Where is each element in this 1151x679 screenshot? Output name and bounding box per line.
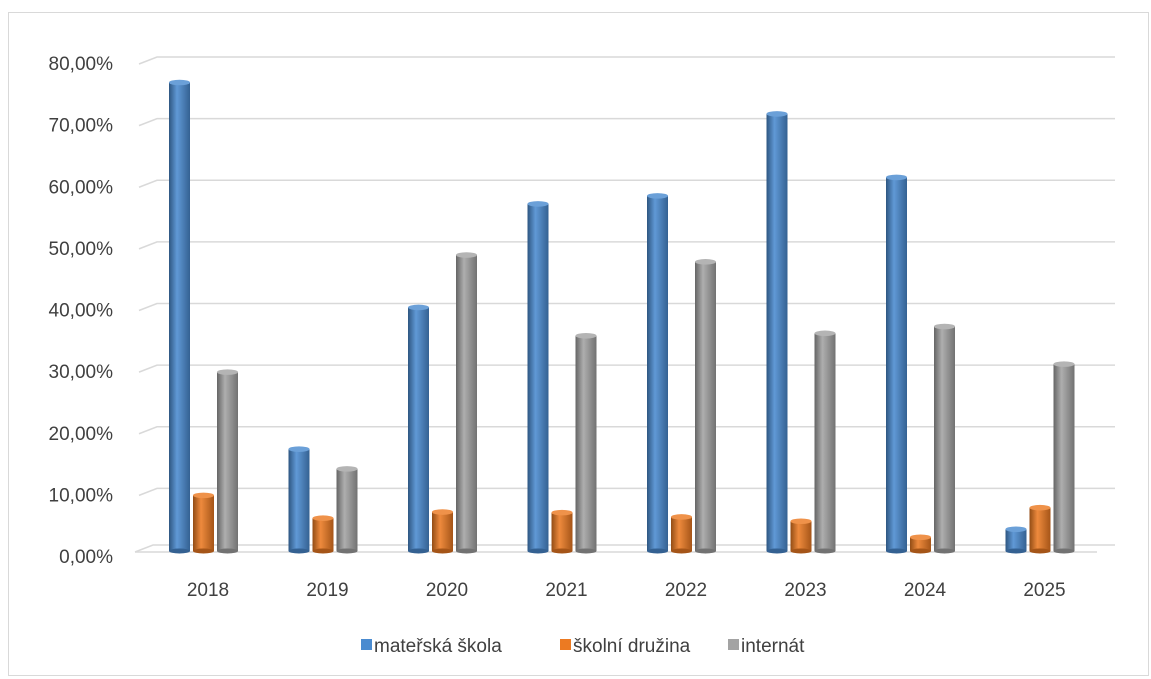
bar-2018-2 [217, 369, 238, 554]
x-tick-label: 2018 [187, 580, 229, 601]
x-tick-label: 2021 [545, 580, 587, 601]
x-tick-label: 2020 [426, 580, 468, 601]
bar-2023-0 [766, 111, 788, 554]
legend-label: školní družina [573, 636, 691, 657]
bar-2020-1 [432, 509, 453, 554]
x-tick-label: 2022 [665, 580, 707, 601]
bar-2024-0 [886, 174, 907, 554]
legend-swatch [560, 639, 571, 650]
bar-2020-0 [408, 304, 429, 554]
floor-back-edge [134, 544, 1115, 553]
legend-swatch [728, 639, 739, 650]
bar-2023-1 [790, 518, 812, 554]
bar-2020-2 [456, 252, 477, 554]
x-tick-label: 2024 [904, 580, 947, 601]
bar-2024-2 [934, 323, 955, 554]
y-tick-label: 40,00% [49, 301, 114, 322]
gridline [138, 302, 1115, 312]
bar-2025-0 [1005, 526, 1027, 554]
bar-2022-2 [695, 259, 716, 554]
y-tick-label: 20,00% [49, 424, 114, 445]
y-tick-label: 10,00% [49, 485, 114, 506]
bar-2022-0 [647, 193, 668, 554]
y-tick-label: 60,00% [49, 177, 114, 198]
x-tick-label: 2019 [306, 580, 348, 601]
x-tick-label: 2025 [1023, 580, 1065, 601]
legend-label: mateřská škola [374, 636, 502, 657]
bar-2021-2 [575, 332, 597, 554]
gridline [138, 426, 1115, 435]
bar-2022-1 [671, 514, 692, 554]
gridline [138, 56, 1115, 65]
y-tick-label: 70,00% [49, 116, 114, 137]
bar-2018-0 [169, 79, 190, 554]
bar-2023-2 [814, 330, 836, 554]
gridline [138, 487, 1115, 497]
gridline [138, 364, 1115, 373]
bar-2025-2 [1053, 361, 1075, 554]
y-tick-label: 80,00% [49, 54, 114, 75]
legend-swatch [361, 639, 372, 650]
legend: mateřská škola školní družina internát [361, 636, 805, 657]
bar-2021-0 [527, 201, 549, 554]
y-tick-label: 50,00% [49, 239, 114, 260]
y-tick-label: 0,00% [59, 547, 113, 568]
bar-2019-2 [336, 466, 358, 554]
bar-2025-1 [1029, 504, 1051, 554]
bar-2018-1 [193, 492, 214, 554]
x-tick-label: 2023 [784, 580, 826, 601]
bar-2019-0 [288, 446, 310, 554]
gridline [138, 241, 1115, 250]
gridline [138, 179, 1115, 188]
bar-2021-1 [551, 509, 573, 554]
bar-2019-1 [312, 515, 334, 554]
y-tick-label: 30,00% [49, 362, 114, 383]
gridline [138, 117, 1115, 127]
bar-2024-1 [910, 534, 931, 554]
legend-label: internát [741, 636, 805, 657]
